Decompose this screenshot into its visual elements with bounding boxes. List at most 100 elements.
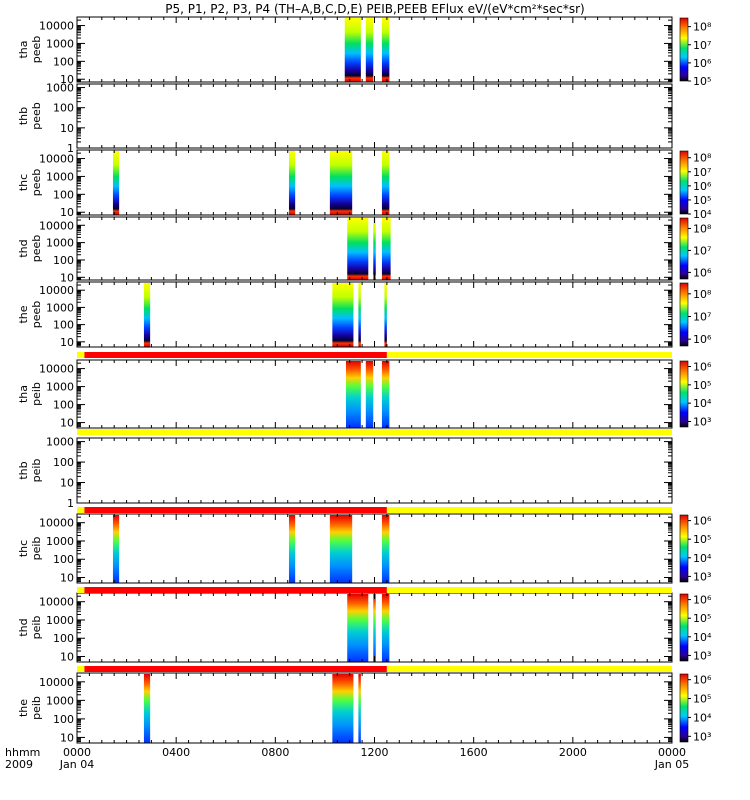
colorbar-tick-label: 10⁸	[693, 21, 712, 34]
colorbar-tick-label: 10⁸	[693, 222, 712, 235]
colorbar-tick-label: 10³	[693, 415, 711, 428]
y-tick-label: 100	[53, 553, 74, 566]
y-tick-label: 100	[53, 188, 74, 201]
y-tick-label: 10000	[39, 153, 74, 166]
spectrogram-segment	[347, 218, 369, 280]
mode-bars-group	[77, 352, 672, 672]
spectrogram-segment	[365, 361, 374, 428]
panel-thd-peeb: 10 100 1000 10000 thd peeb 10⁶ 10⁷ 10⁸	[17, 216, 712, 284]
y-tick-label: 10	[60, 651, 74, 664]
colorbar-tick-label: 10⁶	[693, 515, 712, 528]
y-tick-label: 10000	[39, 517, 74, 530]
panel-label-probe: thc	[17, 174, 30, 191]
x-tick-label: 1200	[361, 746, 389, 759]
spectrogram-segment	[347, 594, 369, 662]
y-tick-label: 1000	[46, 381, 74, 394]
spectrogram-segment	[381, 151, 390, 215]
spectrogram-segment	[358, 283, 361, 347]
spectrogram-segment	[112, 151, 120, 215]
y-tick-label: 100	[53, 399, 74, 412]
spectrogram-segment	[381, 361, 390, 428]
panel-frame	[76, 437, 673, 504]
y-tick-label: 10	[60, 477, 74, 490]
colorbar-tick-label: 10⁴	[693, 711, 712, 724]
y-tick-label: 100	[53, 713, 74, 726]
spectrogram-segment	[381, 515, 390, 583]
y-tick-label: 1000	[46, 694, 74, 707]
spectrogram-segment	[344, 18, 361, 82]
y-tick-label: 10000	[39, 20, 74, 33]
panel-label-probe: the	[17, 305, 30, 323]
figure-title: P5, P1, P2, P3, P4 (TH–A,B,C,D,E) PEIB,P…	[165, 2, 584, 16]
panel-label-probe: thb	[17, 107, 30, 125]
mode-bar-segment	[386, 352, 672, 358]
panel-the-peib: 10 100 1000 10000 the peib 10³ 10⁴ 10⁵ 10⁶	[17, 672, 712, 744]
y-tick-label: 100	[53, 254, 74, 267]
colorbar-tick-label: 10⁷	[693, 166, 711, 179]
y-tick-label: 100	[53, 456, 74, 469]
colorbar-tick-label: 10⁴	[693, 631, 712, 644]
mode-bar-segment	[77, 507, 85, 513]
y-tick-label: 1	[67, 142, 74, 155]
colorbar-tick-label: 10⁶	[693, 333, 712, 346]
spectrogram-segment	[288, 151, 296, 215]
spectrogram-segment	[288, 515, 296, 583]
colorbar-tick-label: 10⁶	[693, 180, 712, 193]
colorbar-tick-label: 10⁵	[693, 693, 711, 706]
panel-frame	[76, 359, 673, 429]
y-tick-label: 1000	[46, 37, 74, 50]
y-tick-label: 1000	[46, 170, 74, 183]
mode-bar-segment	[386, 507, 672, 513]
x-axis-label-format: hhmm	[5, 746, 40, 759]
y-tick-label: 10000	[39, 363, 74, 376]
spectrogram-segment	[332, 674, 354, 743]
spectrogram-segment	[143, 674, 151, 743]
colorbar	[679, 17, 689, 82]
y-tick-label: 10000	[39, 676, 74, 689]
colorbar-tick-label: 10³	[693, 649, 711, 662]
colorbar-tick-label: 10⁴	[693, 552, 712, 565]
mode-bar-segment	[386, 666, 672, 672]
colorbar-tick-label: 10⁷	[693, 39, 711, 52]
panel-label-product: peib	[30, 696, 43, 720]
panel-label-probe: the	[17, 699, 30, 717]
y-tick-label: 10000	[39, 284, 74, 297]
panel-label-product: peib	[30, 616, 43, 640]
colorbar-tick-label: 10⁶	[693, 57, 712, 70]
colorbar-tick-label: 10⁵	[693, 194, 711, 207]
y-tick-label: 1000	[46, 614, 74, 627]
panel-tha-peeb: 10 100 1000 10000 tha peeb 10⁵ 10⁶ 10⁷ 10⁸	[17, 16, 712, 88]
y-tick-label: 10	[60, 572, 74, 585]
spectrogram-segment	[381, 18, 390, 82]
panel-label-product: peeb	[30, 169, 43, 197]
y-tick-label: 10	[60, 417, 74, 430]
spectrogram-segment	[143, 283, 151, 347]
y-tick-label: 10	[60, 122, 74, 135]
y-tick-label: 10	[60, 336, 74, 349]
colorbar-tick-label: 10⁶	[693, 266, 712, 279]
panel-thd-peib: 10 100 1000 10000 thd peib 10³ 10⁴ 10⁵ 10⁶	[17, 592, 712, 664]
spectrogram-segment	[358, 674, 361, 743]
colorbar-tick-label: 10⁶	[693, 361, 712, 374]
colorbar	[679, 593, 689, 662]
panel-label-product: peeb	[30, 301, 43, 329]
y-tick-label: 1000	[46, 436, 74, 449]
mode-bar-segment	[84, 587, 387, 593]
x-tick-date: Jan 04	[59, 758, 94, 771]
colorbar-tick-label: 10³	[693, 730, 711, 743]
spectrogram-segment	[329, 151, 353, 215]
mode-bar-segment	[77, 666, 85, 672]
y-tick-label: 1000	[46, 82, 74, 95]
spectrogram-segment	[381, 218, 391, 280]
panel-frame	[76, 281, 673, 348]
spectrogram-segment	[373, 594, 376, 662]
colorbar	[679, 360, 689, 428]
panel-label-product: peeb	[30, 36, 43, 64]
spectrogram-segment	[384, 283, 387, 347]
colorbar-tick-label: 10⁸	[693, 288, 712, 301]
spectrogram-segment	[381, 594, 390, 662]
panel-thc-peib: 10 100 1000 10000 thc peib 10³ 10⁴ 10⁵ 10⁶	[17, 513, 712, 585]
panel-frame	[76, 672, 673, 744]
